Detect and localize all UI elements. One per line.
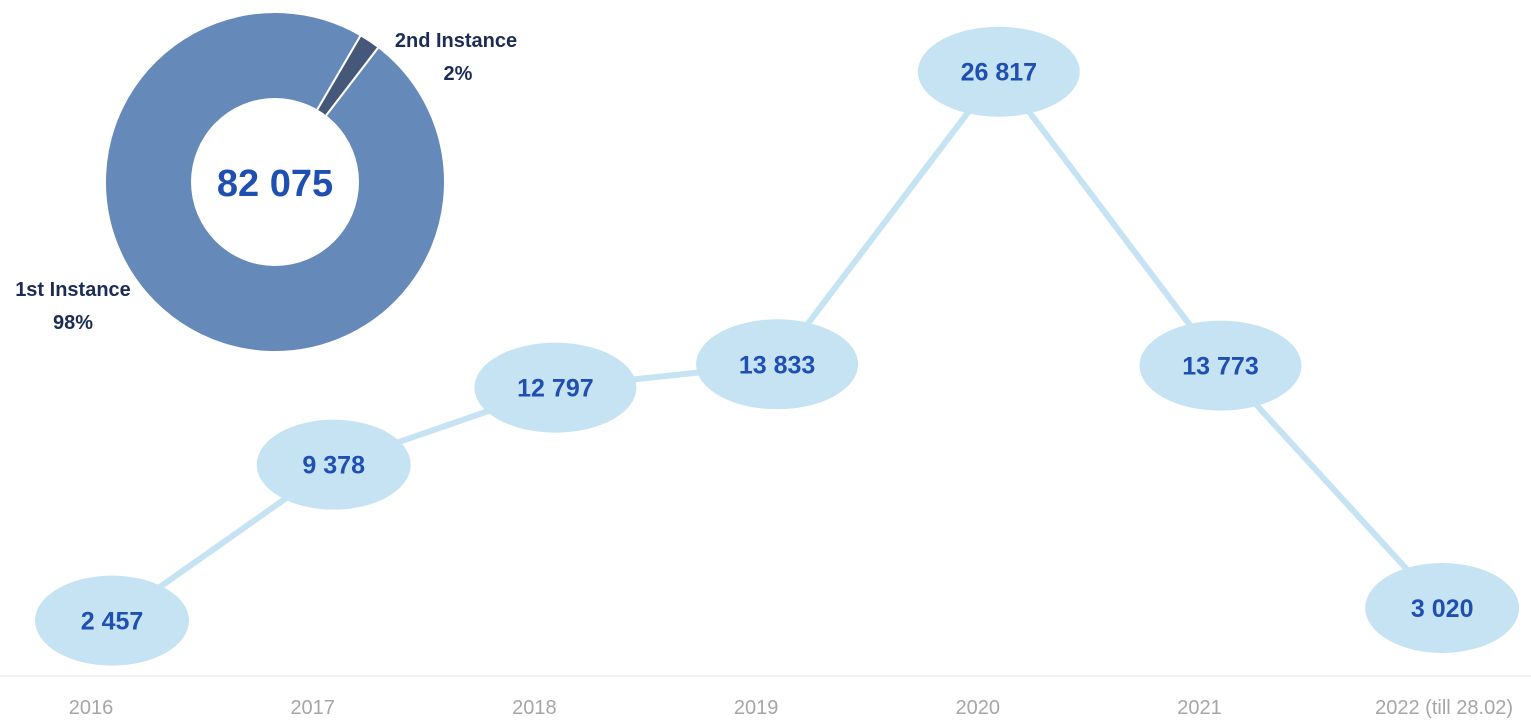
data-label-2020: 26 817 <box>961 59 1037 87</box>
x-tick-label-2016: 2016 <box>69 697 114 719</box>
x-tick-label-2021: 2021 <box>1177 697 1222 719</box>
data-label-2018: 12 797 <box>517 375 593 403</box>
slice-label-1st-instance: 1st Instance <box>15 279 131 301</box>
x-tick-label-2017: 2017 <box>290 697 335 719</box>
slice-percent-1st-instance: 98% <box>53 312 93 334</box>
point-marker-2019 <box>696 319 859 410</box>
point-marker-2020 <box>917 26 1080 117</box>
point-marker-2017 <box>256 419 411 510</box>
x-tick-label-2018: 2018 <box>512 697 557 719</box>
data-label-2016: 2 457 <box>81 608 144 636</box>
point-marker-2016 <box>35 575 189 666</box>
x-tick-label-2022-till-28-02: 2022 (till 28.02) <box>1375 697 1513 719</box>
data-label-2022-till-28-02: 3 020 <box>1411 595 1474 623</box>
donut-hole <box>191 98 359 266</box>
point-marker-2021 <box>1139 320 1302 411</box>
data-label-2021: 13 773 <box>1182 353 1258 381</box>
data-label-2019: 13 833 <box>739 351 815 379</box>
point-marker-2018 <box>474 342 637 433</box>
series-markers-group: 2 457 9 378 12 797 13 833 26 817 13 773 3 020 <box>35 26 1520 666</box>
donut-total-label: 82 075 <box>217 163 333 205</box>
slice-percent-2nd-instance: 2% <box>444 63 473 85</box>
slice-label-2nd-instance: 2nd Instance <box>395 30 517 52</box>
point-marker-2022-till-28-02 <box>1365 562 1520 653</box>
donut-chart: 82 075 2nd Instance 2% 1st Instance 98% <box>15 11 517 353</box>
data-label-2017: 9 378 <box>302 452 365 480</box>
x-tick-labels: 2016 2017 2018 2019 2020 2021 2022 (till 28.02… <box>69 697 1513 719</box>
x-tick-label-2020: 2020 <box>956 697 1001 719</box>
x-tick-label-2019: 2019 <box>734 697 779 719</box>
